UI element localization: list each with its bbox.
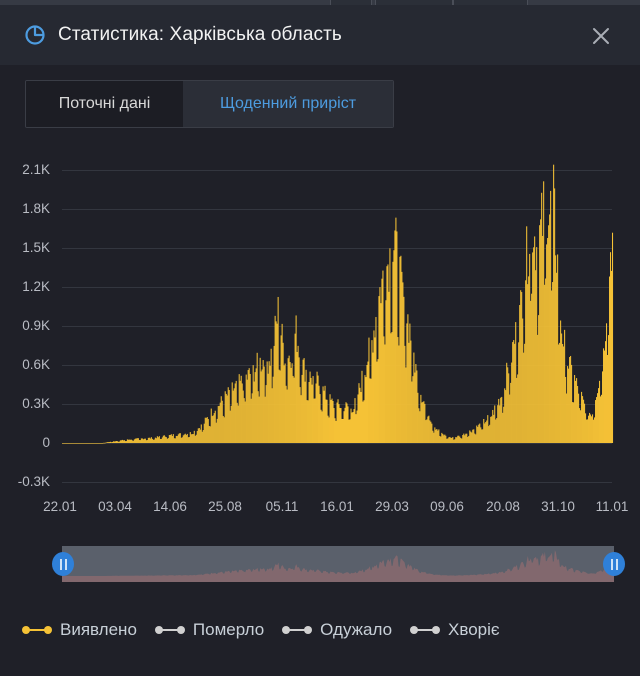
dialog-title: Статистика: Харківська область [58, 24, 342, 45]
legend-label: Виявлено [60, 620, 137, 639]
view-mode-toggle: Поточні дані Щоденний приріст [25, 80, 394, 128]
legend-label: Одужало [320, 620, 393, 639]
y-axis-tick-label: 0.6K [22, 357, 50, 372]
tab-daily-growth[interactable]: Щоденний приріст [183, 81, 393, 127]
range-start-handle[interactable] [52, 552, 74, 576]
gridline [62, 287, 612, 288]
chart-legend: Виявлено Померло Одужало Хворіє [22, 620, 518, 640]
x-axis-tick-label: 25.08 [208, 499, 242, 514]
y-axis-tick-label: 1.2K [22, 279, 50, 294]
gridline [62, 326, 612, 327]
legend-item-detected[interactable]: Виявлено [22, 620, 137, 640]
y-axis-tick-label: 0.9K [22, 318, 50, 333]
tab-current-data[interactable]: Поточні дані [26, 81, 183, 127]
gridline [62, 209, 612, 210]
gridline [62, 443, 612, 444]
x-axis-tick-label: 03.04 [98, 499, 132, 514]
legend-label: Хворіє [448, 620, 500, 639]
y-axis-tick-label: 1.8K [22, 201, 50, 216]
x-axis-tick-label: 22.01 [43, 499, 77, 514]
y-axis-tick-label: 2.1K [22, 162, 50, 177]
range-end-handle[interactable] [603, 552, 625, 576]
x-axis-tick-label: 29.03 [375, 499, 409, 514]
legend-label: Померло [192, 620, 265, 639]
gridline [62, 248, 612, 249]
y-axis-tick-label: 1.5K [22, 240, 50, 255]
range-navigator[interactable] [62, 546, 614, 582]
y-axis-tick-label: 0.3K [22, 396, 50, 411]
pie-chart-icon [25, 25, 45, 45]
navigator-preview-chart [62, 550, 614, 582]
tab-fragment [375, 0, 453, 5]
tab-fragment [330, 0, 372, 5]
gridline [62, 482, 612, 483]
legend-item-deaths[interactable]: Померло [154, 620, 265, 640]
x-axis-tick-label: 31.10 [541, 499, 575, 514]
dialog-header: Статистика: Харківська область [0, 5, 640, 65]
daily-cases-bar-chart[interactable] [0, 150, 640, 490]
tab-fragment [453, 0, 528, 5]
gridline [62, 170, 612, 171]
legend-item-recovered[interactable]: Одужало [282, 620, 392, 640]
legend-line-marker-icon [22, 625, 52, 635]
legend-line-marker-icon [282, 625, 313, 635]
y-axis-tick-label: 0 [42, 435, 50, 450]
legend-line-marker-icon [154, 625, 185, 635]
legend-line-marker-icon [410, 625, 441, 635]
x-axis-tick-label: 11.01 [595, 499, 629, 514]
gridline [62, 365, 612, 366]
legend-item-active[interactable]: Хворіє [410, 620, 500, 640]
x-axis-tick-label: 14.06 [153, 499, 187, 514]
x-axis-tick-label: 20.08 [486, 499, 520, 514]
y-axis-tick-label: -0.3K [17, 474, 50, 489]
x-axis-tick-label: 05.11 [265, 499, 299, 514]
x-axis-tick-label: 09.06 [430, 499, 464, 514]
close-icon[interactable] [591, 26, 611, 46]
x-axis-tick-label: 16.01 [320, 499, 354, 514]
browser-tab-strip [0, 0, 640, 5]
